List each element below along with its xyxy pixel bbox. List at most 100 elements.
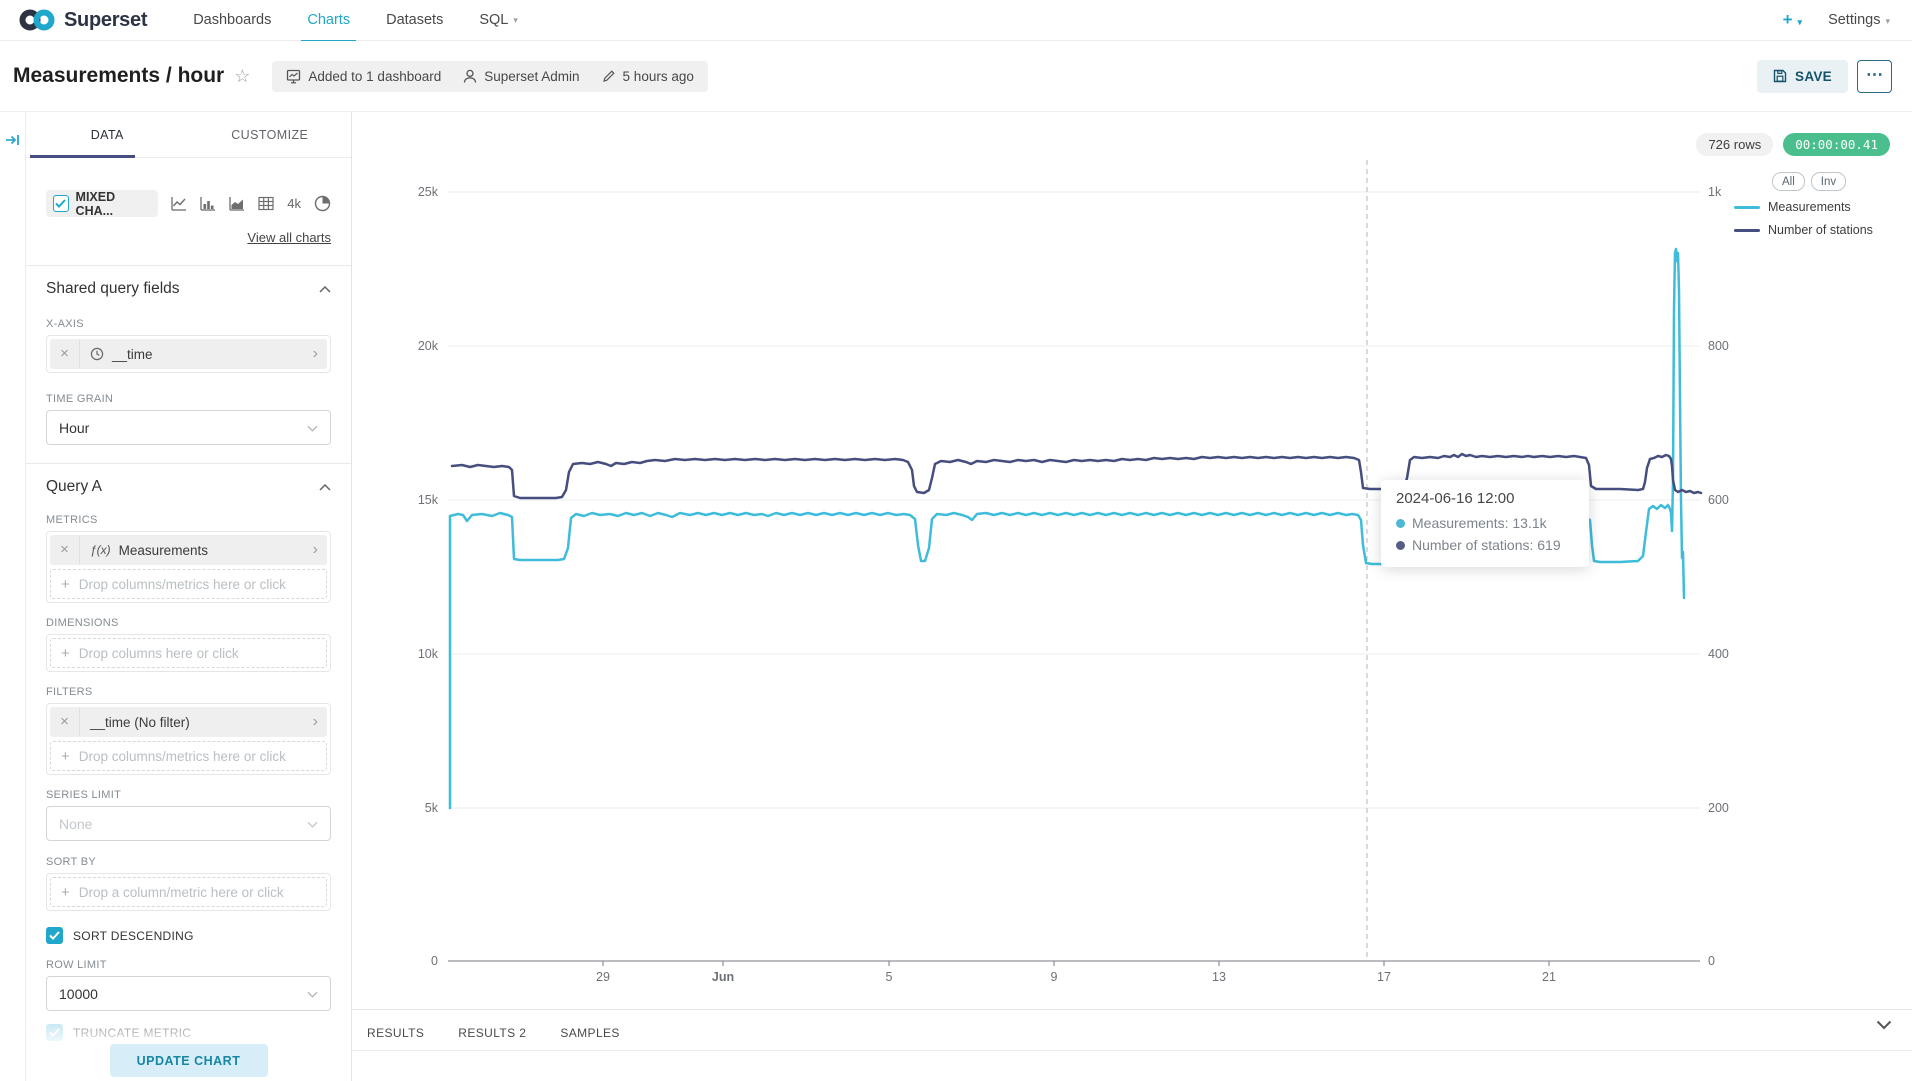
superset-brand[interactable]: Superset [18, 8, 147, 32]
series-lines [448, 247, 1703, 810]
metrics-control: × ƒ(x) Measurements › + Drop columns/met… [46, 531, 331, 603]
owner-badge[interactable]: Superset Admin [463, 69, 580, 84]
nav-dashboards[interactable]: Dashboards [193, 12, 272, 28]
new-item-button[interactable]: + ▾ [1782, 10, 1803, 29]
plus-icon: + [61, 883, 70, 901]
user-icon [464, 69, 477, 83]
view-all-charts-link[interactable]: View all charts [247, 230, 331, 245]
svg-text:600: 600 [1708, 493, 1729, 507]
edit-pencil-icon [602, 70, 615, 82]
filters-dropzone[interactable]: + Drop columns/metrics here or click [50, 741, 327, 771]
chart-svg[interactable]: 25k 20k 15k 10k 5k 0 1k 800 600 400 200 … [352, 112, 1912, 1009]
svg-text:13: 13 [1212, 970, 1226, 984]
clock-icon [90, 347, 104, 361]
svg-text:800: 800 [1708, 339, 1729, 353]
chart-meta: Added to 1 dashboard Superset Admin 5 ho… [272, 60, 708, 92]
filters-control: × __time (No filter) › + Drop columns/me… [46, 703, 331, 775]
viz-type-selected[interactable]: MIXED CHA... [46, 190, 159, 218]
legend-toggle-buttons: All Inv [1772, 172, 1847, 191]
series-dot-icon [1396, 519, 1405, 529]
tab-data[interactable]: DATA [26, 112, 189, 158]
tab-results[interactable]: RESULTS [367, 1026, 425, 1040]
line-chart-icon[interactable] [171, 196, 187, 211]
svg-text:10k: 10k [418, 647, 439, 661]
tooltip-timestamp: 2024-06-16 12:00 [1396, 490, 1515, 507]
remove-icon[interactable]: × [50, 708, 80, 736]
metrics-label: METRICS [46, 514, 98, 526]
nav-datasets[interactable]: Datasets [386, 12, 444, 28]
series-limit-select[interactable]: None [46, 806, 331, 841]
chevron-up-icon [319, 285, 331, 293]
divider [26, 463, 351, 464]
remove-icon[interactable]: × [50, 340, 80, 368]
nav-sql[interactable]: SQL ▾ [479, 12, 518, 28]
bar-chart-icon[interactable] [200, 196, 216, 211]
last-modified-badge[interactable]: 5 hours ago [602, 69, 694, 84]
series-line-number-of-stations[interactable] [450, 452, 1703, 500]
tab-results-2[interactable]: RESULTS 2 [458, 1026, 527, 1040]
svg-text:1k: 1k [1708, 185, 1722, 199]
divider [26, 265, 351, 266]
sort-by-dropzone[interactable]: + Drop a column/metric here or click [50, 877, 327, 907]
filter-chip[interactable]: × __time (No filter) › [50, 707, 327, 737]
chevron-right-icon[interactable]: › [312, 345, 318, 362]
chart-area: 25k 20k 15k 10k 5k 0 1k 800 600 400 200 … [352, 112, 1912, 1009]
chevron-down-icon [307, 821, 318, 828]
more-actions-button[interactable]: ⋯ [1857, 59, 1892, 93]
time-grain-select[interactable]: Hour [46, 410, 331, 445]
metrics-dropzone[interactable]: + Drop columns/metrics here or click [50, 569, 327, 599]
svg-text:5: 5 [886, 970, 893, 984]
x-axis-control: × __time › [46, 335, 331, 373]
svg-text:Jun: Jun [712, 970, 734, 984]
update-chart-button[interactable]: UPDATE CHART [109, 1044, 268, 1077]
plus-icon: + [61, 747, 70, 765]
measurements-line-swatch [1734, 205, 1760, 209]
caret-down-icon: ▾ [513, 14, 518, 25]
legend-inv-button[interactable]: Inv [1810, 172, 1847, 191]
nav-charts[interactable]: Charts [289, 0, 368, 42]
big-number-4k-icon[interactable]: 4k [287, 196, 301, 211]
dashboard-icon [287, 69, 301, 83]
sort-descending-checkbox[interactable] [46, 927, 63, 944]
chevron-down-icon [307, 991, 318, 998]
dimensions-dropzone[interactable]: + Drop columns here or click [50, 638, 327, 668]
save-button[interactable]: SAVE [1757, 59, 1848, 93]
control-panel: DATA CUSTOMIZE MIXED CHA... 4k [26, 112, 352, 1081]
tab-customize[interactable]: CUSTOMIZE [231, 127, 309, 142]
expand-panel-icon[interactable] [5, 132, 21, 148]
chevron-right-icon[interactable]: › [312, 713, 318, 730]
query-a-section-header[interactable]: Query A [46, 478, 331, 496]
area-chart-icon[interactable] [229, 196, 245, 211]
legend-item-measurements[interactable]: Measurements [1734, 200, 1873, 214]
dimensions-control: + Drop columns here or click [46, 634, 331, 672]
y-axis-right-labels: 1k 800 600 400 200 0 [1708, 185, 1729, 968]
legend-item-stations[interactable]: Number of stations [1734, 223, 1873, 237]
svg-text:9: 9 [1051, 970, 1058, 984]
dashboard-count-badge[interactable]: Added to 1 dashboard [286, 69, 441, 84]
sort-descending-label: SORT DESCENDING [73, 928, 194, 943]
settings-menu[interactable]: Settings ▾ [1828, 12, 1890, 28]
favorite-star-icon[interactable]: ☆ [234, 65, 251, 86]
metric-chip[interactable]: × ƒ(x) Measurements › [50, 535, 327, 565]
x-axis-label: X-AXIS [46, 318, 84, 330]
gridlines [448, 191, 1700, 809]
row-limit-select[interactable]: 10000 [46, 976, 331, 1011]
legend-all-button[interactable]: All [1772, 172, 1805, 191]
svg-text:0: 0 [1708, 954, 1715, 968]
svg-text:400: 400 [1708, 647, 1729, 661]
chevron-right-icon[interactable]: › [312, 541, 318, 558]
series-line-measurements[interactable] [448, 247, 1686, 810]
collapse-rail [0, 112, 26, 1081]
filters-label: FILTERS [46, 686, 93, 698]
truncate-metric-checkbox[interactable] [46, 1024, 63, 1041]
chevron-up-icon [319, 483, 331, 491]
pie-chart-icon[interactable] [314, 195, 331, 212]
divider [352, 1050, 1912, 1051]
x-axis-chip[interactable]: × __time › [50, 339, 327, 369]
collapse-results-chevron-icon[interactable] [1876, 1020, 1892, 1030]
remove-icon[interactable]: × [50, 536, 80, 564]
tab-samples[interactable]: SAMPLES [560, 1026, 620, 1040]
tooltip-row-stations: Number of stations: 619 [1396, 535, 1574, 557]
shared-query-section-header[interactable]: Shared query fields [46, 280, 331, 298]
table-icon[interactable] [258, 196, 274, 211]
